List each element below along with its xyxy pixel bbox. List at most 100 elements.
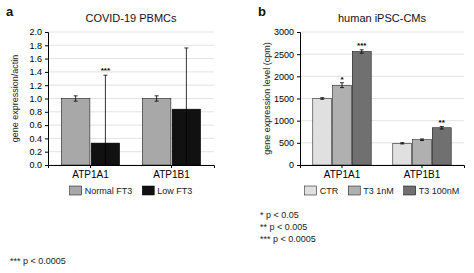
y-axis-title: gene expression/actin [10, 55, 20, 143]
y-tick: 0.0 [29, 160, 48, 170]
footnote: ** p < 0.005 [260, 222, 307, 232]
error-bar-cap [340, 87, 344, 88]
y-tick-label: 500 [279, 138, 294, 148]
plot-area [313, 50, 451, 165]
error-bar [420, 139, 424, 141]
error-bar-stem [105, 75, 106, 165]
series [352, 50, 451, 165]
error-bar-cap [440, 129, 444, 130]
bar [61, 99, 90, 166]
x-tick: ATP1A1 [72, 165, 109, 180]
footnote: *** p < 0.0005 [260, 234, 316, 244]
legend-label: CTR [320, 186, 339, 196]
y-tick-mark [297, 54, 300, 55]
error-bar-cap [184, 47, 188, 48]
error-bar [74, 96, 78, 101]
y-tick: 0.4 [29, 134, 48, 144]
error-bar [320, 98, 324, 100]
y-tick-label: 1000 [274, 116, 294, 126]
y-tick-label: 0.6 [29, 120, 42, 130]
significance-label: ** [439, 118, 446, 127]
bar [333, 85, 352, 165]
bar [393, 143, 412, 165]
y-tick-mark [45, 112, 48, 113]
y-tick: 1.0 [29, 94, 48, 104]
y-axis-line [45, 33, 49, 166]
footnote: * p < 0.05 [260, 210, 299, 220]
error-bar-cap [400, 143, 404, 144]
chart-root: 0.00.20.40.60.81.01.21.41.61.82.0ATP1A1A… [0, 0, 474, 273]
legend-label: T3 100nM [419, 186, 460, 196]
grid-line [300, 54, 464, 55]
y-tick-mark [297, 32, 300, 33]
y-tick: 0.8 [29, 107, 48, 117]
y-tick-mark [45, 152, 48, 153]
legend-swatch [404, 186, 416, 195]
y-tick-mark [297, 76, 300, 77]
y-axis: 0.00.20.40.60.81.01.21.41.61.82.0 [29, 27, 48, 170]
error-bar-cap [74, 95, 78, 96]
y-tick: 1500 [274, 94, 300, 104]
y-tick-mark [45, 32, 48, 33]
error-bar-cap [320, 97, 324, 98]
y-tick-label: 2000 [274, 72, 294, 82]
bar [352, 52, 371, 165]
x-tick-mark [342, 165, 343, 168]
legend-item: T3 100nM [404, 186, 460, 196]
significance-label: *** [101, 66, 111, 75]
x-axis: ATP1A1ATP1B1 [301, 165, 465, 180]
y-tick-label: 2.0 [29, 27, 42, 37]
error-bar-cap [400, 142, 404, 143]
y-tick-mark [45, 138, 48, 139]
y-tick-mark [45, 59, 48, 60]
y-tick-mark [45, 165, 48, 166]
bar [313, 99, 332, 166]
y-tick: 0.6 [29, 120, 48, 130]
y-tick: 1000 [274, 116, 300, 126]
grid-line [48, 58, 214, 59]
series [333, 83, 432, 165]
y-tick-mark [45, 125, 48, 126]
y-tick-label: 0.2 [29, 147, 42, 157]
y-tick: 1.4 [29, 67, 48, 77]
grid [48, 32, 214, 165]
y-tick-mark [45, 85, 48, 86]
y-tick-label: 1.0 [29, 94, 42, 104]
y-tick-label: 0.8 [29, 107, 42, 117]
x-tick: ATP1B1 [153, 165, 190, 180]
x-axis-line [49, 166, 215, 169]
y-tick-mark [297, 99, 300, 100]
error-bar-stem [186, 48, 187, 165]
bar [432, 128, 451, 165]
y-tick-mark [297, 143, 300, 144]
error-bar-stem [156, 96, 157, 101]
x-axis-line [301, 166, 465, 169]
legend-item: CTR [305, 186, 339, 196]
series [91, 48, 201, 165]
y-tick-label: 0 [289, 160, 294, 170]
error-bar-cap [155, 95, 159, 96]
series [61, 96, 171, 165]
footnote: *** p < 0.0005 [10, 256, 66, 266]
legend-swatch [70, 186, 82, 195]
error-bar-stem [75, 96, 76, 101]
y-tick-label: 1.2 [29, 81, 42, 91]
significance-label: * [340, 75, 344, 84]
y-tick-mark [45, 45, 48, 46]
y-tick-mark [45, 72, 48, 73]
y-tick-label: 0.4 [29, 134, 42, 144]
grid-line [48, 45, 214, 46]
x-tick-label: ATP1B1 [404, 169, 441, 180]
y-tick-label: 1.4 [29, 67, 42, 77]
legend-item: Normal FT3 [70, 186, 133, 196]
title: human iPSC-CMs [338, 12, 427, 24]
panel: 0.00.20.40.60.81.01.21.41.61.82.0ATP1A1A… [6, 4, 215, 266]
legend-item: Low FT3 [142, 186, 192, 196]
legend-swatch [142, 186, 154, 195]
grid-line [48, 32, 214, 33]
error-bar [360, 50, 364, 53]
grid-line [48, 71, 214, 72]
y-tick: 2500 [274, 50, 300, 60]
y-tick-label: 1500 [274, 94, 294, 104]
y-tick: 2.0 [29, 27, 48, 37]
